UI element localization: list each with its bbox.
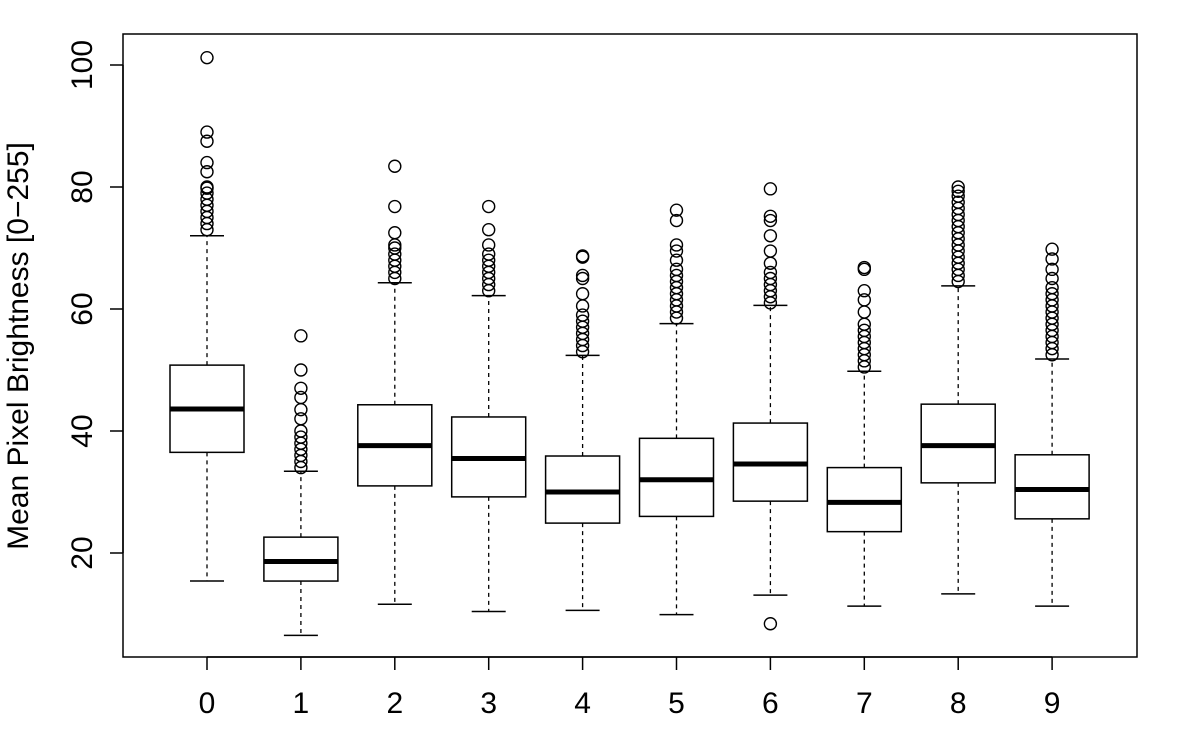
outlier-point xyxy=(857,284,871,298)
y-tick-label: 60 xyxy=(66,292,99,325)
outlier-point xyxy=(294,363,308,377)
outlier-point xyxy=(575,314,590,328)
y-tick-label: 20 xyxy=(66,536,99,569)
outlier-point xyxy=(857,293,871,307)
x-tick-label: 7 xyxy=(856,687,873,720)
box-4 xyxy=(544,249,621,612)
y-tick-label: 100 xyxy=(66,40,99,90)
outlier-point xyxy=(294,329,308,343)
outlier-point xyxy=(388,199,402,214)
outlier-point xyxy=(200,180,214,194)
outlier-point xyxy=(1045,252,1059,266)
outlier-point xyxy=(482,238,496,252)
outlier-point xyxy=(763,209,778,223)
outlier-point xyxy=(575,308,590,322)
outlier-point xyxy=(669,268,684,283)
outlier-point xyxy=(951,184,965,198)
outlier-point xyxy=(763,244,778,258)
outlier-point xyxy=(200,134,214,148)
box-9 xyxy=(1014,242,1090,607)
outlier-point xyxy=(763,213,778,228)
outlier-point xyxy=(575,287,590,301)
outlier-point xyxy=(388,247,402,261)
x-tick-label: 6 xyxy=(762,687,779,720)
outlier-point xyxy=(1045,242,1059,256)
box-6 xyxy=(732,182,809,631)
outlier-point xyxy=(1045,262,1059,277)
y-tick-label: 80 xyxy=(66,170,99,203)
x-tick-label: 2 xyxy=(386,687,403,720)
outlier-point xyxy=(388,238,402,252)
x-tick-label: 1 xyxy=(293,687,310,720)
outlier-point xyxy=(669,238,684,252)
box-1 xyxy=(263,329,339,637)
iqr-box xyxy=(826,466,903,533)
outlier-point xyxy=(1045,271,1059,286)
x-axis: 0 1 2 3 4 5 6 7 8 9 xyxy=(199,656,1061,720)
outlier-point xyxy=(482,222,496,237)
outlier-point xyxy=(951,180,965,194)
y-tick-label: 40 xyxy=(66,414,99,447)
outlier-point xyxy=(763,229,778,243)
outlier-point xyxy=(200,165,214,179)
outlier-point xyxy=(482,247,496,261)
outlier-point xyxy=(200,125,214,139)
outlier-point xyxy=(669,213,684,228)
box-0 xyxy=(169,50,245,582)
outlier-point xyxy=(482,199,496,214)
outlier-point xyxy=(763,617,778,631)
box-3 xyxy=(450,199,527,613)
outlier-point xyxy=(1045,280,1059,295)
outlier-point xyxy=(294,412,308,426)
outlier-point xyxy=(951,195,965,209)
outlier-point xyxy=(294,381,308,395)
outlier-point xyxy=(857,323,871,338)
outlier-point xyxy=(951,189,965,203)
outlier-point xyxy=(1045,287,1059,301)
x-tick-label: 4 xyxy=(574,687,591,720)
outlier-point xyxy=(575,249,590,263)
box-7 xyxy=(826,260,903,607)
outlier-point xyxy=(763,182,778,196)
box-5 xyxy=(638,203,715,616)
x-tick-label: 9 xyxy=(1044,687,1061,720)
outlier-point xyxy=(857,260,871,275)
outlier-point xyxy=(294,390,308,405)
outlier-point xyxy=(669,253,684,267)
outlier-point xyxy=(763,256,778,270)
outlier-point xyxy=(575,299,590,313)
outlier-point xyxy=(575,268,590,283)
outlier-point xyxy=(763,265,778,280)
outlier-point xyxy=(294,430,308,444)
x-tick-label: 0 xyxy=(199,687,216,720)
outlier-point xyxy=(482,253,496,267)
box-8 xyxy=(920,180,996,595)
outlier-point xyxy=(857,305,871,319)
y-axis-title: Mean Pixel Brightness [0−255] xyxy=(2,142,35,550)
outlier-point xyxy=(294,402,308,417)
box-2 xyxy=(357,159,433,605)
outlier-point xyxy=(388,226,402,240)
outlier-point xyxy=(200,186,214,200)
outlier-point xyxy=(669,244,684,258)
x-tick-label: 5 xyxy=(668,687,685,720)
y-axis: 20 40 60 80 100 xyxy=(66,40,124,570)
outlier-point xyxy=(388,241,402,255)
outlier-point xyxy=(200,155,214,170)
box-series xyxy=(169,50,1090,637)
outlier-point xyxy=(669,203,684,217)
outlier-point xyxy=(388,159,402,173)
x-tick-label: 8 xyxy=(950,687,967,720)
outlier-point xyxy=(575,271,590,286)
outlier-point xyxy=(763,271,778,286)
iqr-box xyxy=(1014,454,1090,520)
x-tick-label: 3 xyxy=(480,687,497,720)
outlier-point xyxy=(200,50,214,65)
outlier-point xyxy=(669,262,684,277)
